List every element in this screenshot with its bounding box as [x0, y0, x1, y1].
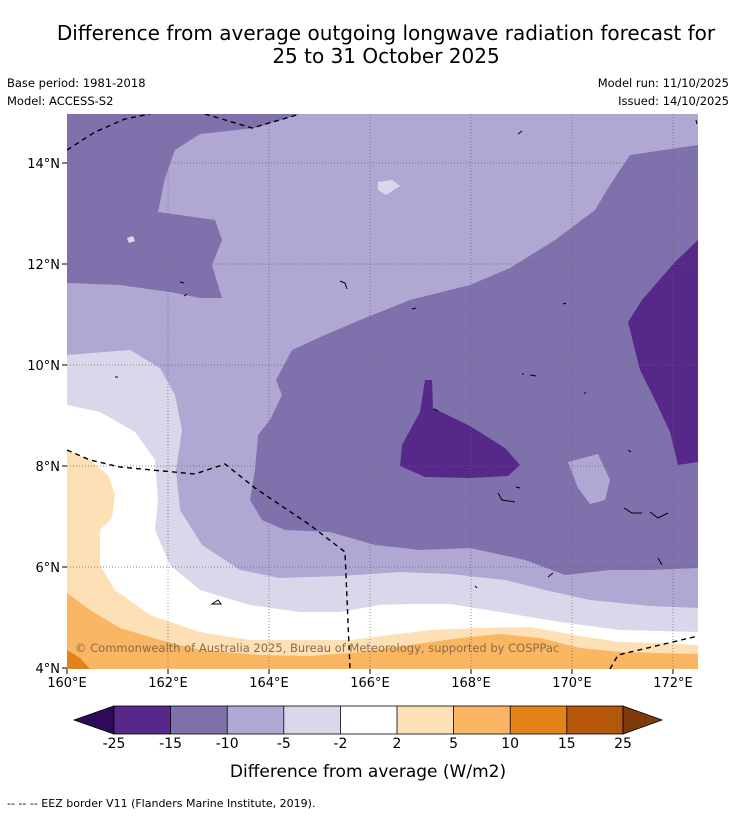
meta-right: Model run: 11/10/2025 Issued: 14/10/2025: [598, 74, 729, 110]
title-line-2: 25 to 31 October 2025: [272, 44, 500, 68]
colorbar-title: Difference from average (W/m2): [229, 762, 507, 782]
field-pale-islet: [378, 180, 400, 195]
cb-tick-6: 5: [449, 736, 459, 752]
lat-label-8n: 8°N: [36, 460, 61, 475]
lat-label-12n: 12°N: [27, 258, 60, 273]
colorbar-seg-1: [114, 706, 171, 734]
lon-label-162e: 162°E: [148, 676, 188, 691]
lon-label-164e: 164°E: [249, 676, 289, 691]
field-pale-purple: [67, 350, 698, 669]
title-line-1: Difference from average outgoing longwav…: [56, 21, 716, 45]
lat-label-10n: 10°N: [27, 359, 60, 374]
colorbar-seg-8: [510, 706, 567, 734]
field-orange: [67, 650, 90, 669]
cb-tick-7: 10: [501, 736, 520, 752]
eez-footnote: -- -- -- EEZ border V11 (Flanders Marine…: [7, 797, 316, 810]
cb-tick-2: -10: [215, 736, 239, 752]
base-period: Base period: 1981-2018: [7, 76, 146, 90]
lat-label-4n: 4°N: [36, 662, 61, 677]
colorbar-extend-high: [622, 705, 664, 735]
cb-tick-3: -5: [276, 736, 291, 752]
field-light-purple-patch: [568, 454, 610, 504]
colorbar-seg-6: [397, 706, 454, 734]
lon-label-170e: 170°E: [552, 676, 592, 691]
cb-tick-8: 15: [557, 736, 576, 752]
lon-label-160e: 160°E: [47, 676, 87, 691]
lon-ticks: [66, 669, 674, 674]
field-pale-islet-2: [127, 236, 135, 243]
field-white: [67, 405, 698, 669]
colorbar: [72, 705, 664, 735]
issued-date: Issued: 14/10/2025: [618, 94, 729, 108]
graticule: [67, 114, 698, 669]
cb-tick-0: -25: [102, 736, 126, 752]
lon-label-172e: 172°E: [653, 676, 693, 691]
model-run: Model run: 11/10/2025: [597, 76, 729, 90]
field-dark-purple-east: [628, 240, 698, 465]
lat-label-6n: 6°N: [36, 561, 61, 576]
colorbar-seg-3: [227, 706, 284, 734]
field-mid-purple-topleft: [67, 114, 300, 298]
copyright-notice: © Commonwealth of Australia 2025, Bureau…: [75, 641, 560, 655]
colorbar-seg-7: [453, 706, 511, 734]
colorbar-extend-low: [72, 705, 115, 735]
map-contours: [67, 114, 698, 669]
lat-label-14n: 14°N: [27, 157, 60, 172]
colorbar-seg-9: [566, 706, 623, 734]
lat-ticks: [62, 162, 67, 669]
model-name: Model: ACCESS-S2: [7, 94, 114, 108]
field-light-orange: [67, 593, 698, 669]
cb-tick-5: 2: [392, 736, 402, 752]
colorbar-seg-2: [170, 706, 228, 734]
islands: [115, 119, 698, 605]
colorbar-seg-4: [283, 706, 341, 734]
eez-borders: [67, 114, 698, 669]
colorbar-seg-5: [340, 706, 397, 734]
meta-left: Base period: 1981-2018 Model: ACCESS-S2: [7, 74, 146, 110]
cb-tick-9: 25: [614, 736, 632, 752]
colorbar-frame: [113, 705, 624, 735]
cb-tick-1: -15: [159, 736, 183, 752]
lon-label-168e: 168°E: [451, 676, 491, 691]
lon-label-166e: 166°E: [350, 676, 390, 691]
chart-title: Difference from average outgoing longwav…: [0, 22, 736, 68]
cb-tick-4: -2: [333, 736, 348, 752]
field-dark-purple-center: [400, 380, 520, 478]
